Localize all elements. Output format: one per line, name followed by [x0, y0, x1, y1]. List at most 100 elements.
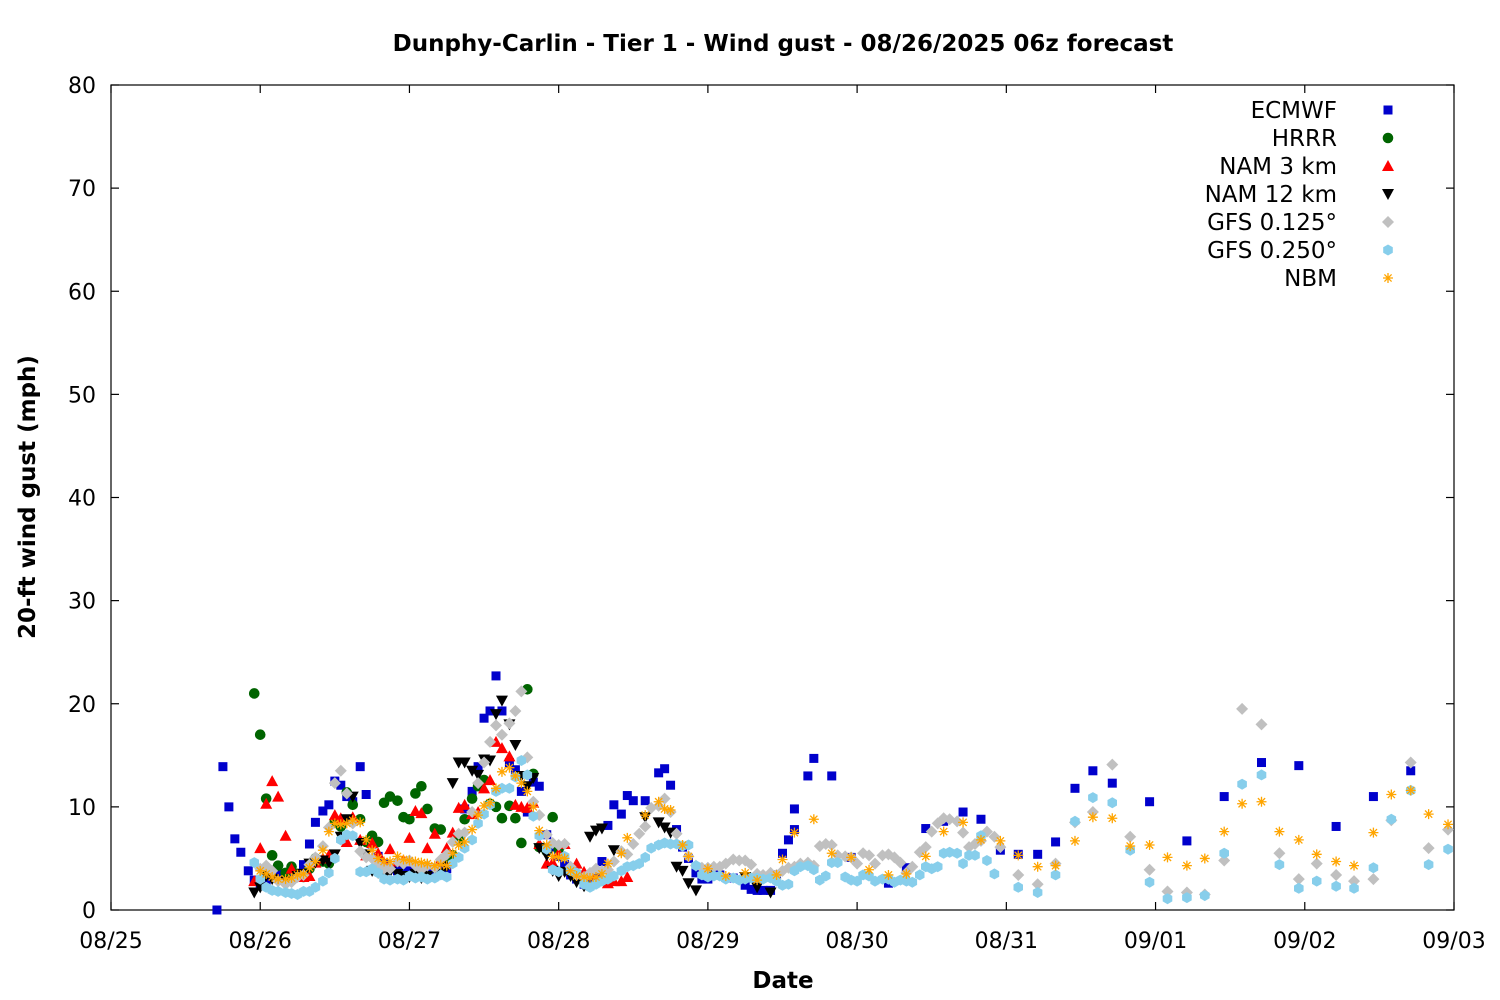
- point-ecmwf: [1033, 849, 1043, 859]
- point-gfs-0-125: [957, 826, 970, 839]
- point-nbm: [496, 766, 507, 777]
- point-nbm: [1162, 852, 1173, 863]
- point-gfs-0-125: [925, 825, 938, 838]
- point-nbm: [622, 832, 633, 843]
- point-nbm: [392, 851, 403, 862]
- point-hrrr: [254, 729, 266, 740]
- point-gfs-0-250: [952, 847, 962, 859]
- point-nbm: [1274, 826, 1285, 837]
- point-gfs-0-125: [334, 764, 347, 777]
- point-nbm: [585, 873, 596, 884]
- point-ecmwf: [803, 771, 813, 781]
- point-ecmwf: [691, 868, 701, 878]
- point-nbm: [317, 845, 328, 856]
- point-nbm: [441, 860, 452, 871]
- point-gfs-0-250: [1443, 843, 1453, 855]
- point-gfs-0-125: [1161, 885, 1174, 898]
- point-nbm: [1331, 856, 1342, 867]
- point-nbm: [808, 814, 819, 825]
- point-nbm: [255, 865, 266, 876]
- legend-label-nam-12-km: NAM 12 km: [1205, 182, 1337, 208]
- point-ecmwf: [976, 814, 986, 824]
- point-ecmwf: [758, 885, 768, 895]
- point-gfs-0-250: [516, 755, 527, 766]
- point-nam-3-km: [260, 797, 273, 809]
- point-gfs-0-125: [639, 820, 652, 833]
- x-tick-label: 08/31: [975, 929, 1038, 954]
- point-nam-12-km: [495, 695, 508, 707]
- point-ecmwf: [304, 839, 314, 849]
- point-gfs-0-250: [348, 830, 358, 842]
- point-hrrr: [435, 824, 447, 835]
- point-nam-12-km: [682, 878, 695, 890]
- x-tick-label: 08/27: [378, 929, 441, 954]
- point-gfs-0-125: [621, 848, 634, 861]
- point-ecmwf: [273, 869, 283, 879]
- point-nam-12-km: [533, 843, 546, 855]
- point-hrrr: [410, 788, 421, 799]
- point-gfs-0-250: [1274, 859, 1285, 871]
- point-nbm: [1087, 812, 1098, 823]
- point-nam-3-km: [415, 807, 428, 819]
- point-nbm: [304, 862, 315, 873]
- point-nbm: [459, 836, 470, 847]
- legend-marker-hrrr: [1382, 132, 1394, 144]
- point-gfs-0-125: [478, 756, 491, 769]
- point-nbm: [579, 872, 590, 882]
- point-nam-12-km: [658, 822, 671, 834]
- point-hrrr: [416, 780, 427, 792]
- series-gfs-0-250: [249, 755, 1453, 905]
- point-gfs-0-250: [1032, 887, 1043, 898]
- point-nbm: [665, 804, 676, 815]
- point-gfs-0-250: [1349, 882, 1359, 894]
- point-gfs-0-250: [1423, 859, 1434, 871]
- point-hrrr: [466, 793, 478, 804]
- legend-marker-gfs-0-125: [1382, 216, 1394, 228]
- point-nam-12-km: [689, 885, 702, 897]
- point-hrrr: [496, 812, 508, 824]
- point-nbm: [416, 857, 427, 868]
- point-gfs-0-250: [982, 855, 992, 866]
- point-nam-12-km: [509, 740, 522, 751]
- point-gfs-0-250: [1182, 892, 1192, 904]
- point-nbm: [720, 870, 731, 881]
- legend-label-gfs-0-125: GFS 0.125°: [1207, 210, 1337, 236]
- x-tick-label: 08/28: [527, 929, 590, 954]
- point-gfs-0-250: [907, 876, 918, 888]
- point-gfs-0-125: [503, 717, 516, 730]
- point-gfs-0-250: [870, 875, 880, 887]
- point-nbm: [1107, 813, 1118, 824]
- point-ecmwf: [504, 758, 514, 768]
- point-ecmwf: [355, 762, 365, 772]
- point-gfs-0-125: [489, 719, 502, 732]
- point-gfs-0-125: [745, 858, 758, 871]
- x-tick-label: 08/30: [825, 929, 888, 954]
- point-nam-12-km: [354, 837, 367, 849]
- point-gfs-0-125: [1106, 758, 1119, 771]
- point-gfs-0-125: [472, 777, 485, 790]
- point-nbm: [901, 868, 912, 879]
- point-ecmwf: [1219, 792, 1229, 802]
- point-gfs-0-125: [1218, 854, 1231, 867]
- point-nbm: [447, 848, 458, 859]
- point-gfs-0-125: [1422, 842, 1435, 855]
- point-nbm: [329, 818, 340, 829]
- point-gfs-0-250: [273, 885, 283, 897]
- point-nbm: [347, 815, 358, 826]
- point-nbm: [659, 803, 670, 814]
- point-nbm: [883, 869, 894, 880]
- point-gfs-0-250: [528, 810, 539, 822]
- point-ecmwf: [491, 671, 501, 681]
- point-nbm: [602, 858, 613, 869]
- point-gfs-0-250: [646, 842, 656, 854]
- point-gfs-0-250: [442, 871, 452, 883]
- point-ecmwf: [660, 764, 670, 774]
- point-nbm: [398, 854, 409, 865]
- point-gfs-0-125: [1255, 718, 1268, 731]
- point-nam-12-km: [664, 827, 677, 839]
- point-gfs-0-125: [633, 827, 646, 840]
- point-gfs-0-250: [422, 873, 433, 885]
- point-ecmwf: [778, 848, 787, 858]
- point-gfs-0-250: [1200, 890, 1210, 902]
